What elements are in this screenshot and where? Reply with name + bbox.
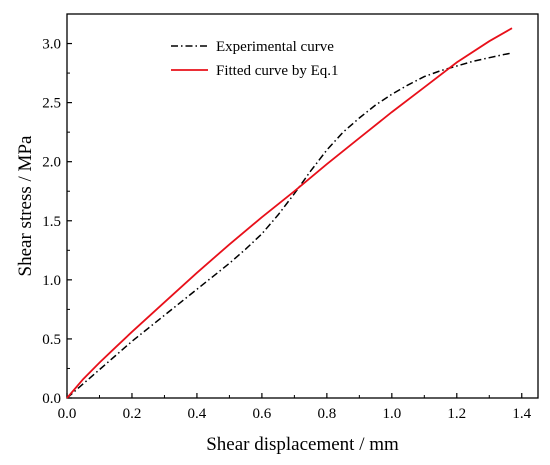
series-line-experimental (66, 52, 513, 399)
axis-ticks: 0.0 0.2 0.4 0.6 0.8 1.0 1.2 1.4 0.0 0.5 1.0 1.5 2.0 2… (42, 37, 531, 422)
series-line-fitted (66, 27, 513, 399)
x-tick-label: 0.8 (317, 406, 336, 422)
y-tick-label: 0.0 (42, 391, 61, 407)
x-tick-label: 0.4 (188, 406, 207, 422)
y-tick-label: 3.0 (42, 37, 61, 53)
legend-label-experimental: Experimental curve (216, 39, 334, 55)
legend: Experimental curve Fitted curve by Eq.1 (171, 39, 338, 79)
x-tick-label: 0.0 (58, 406, 77, 422)
y-tick-label: 0.5 (42, 332, 61, 348)
series-lines (66, 27, 513, 399)
y-tick-label: 2.5 (42, 96, 61, 112)
x-axis-title: Shear displacement / mm (206, 434, 399, 455)
y-tick-label: 2.0 (42, 155, 61, 171)
x-tick-label: 1.0 (382, 406, 401, 422)
x-tick-label: 0.6 (253, 406, 272, 422)
plot-frame-group (66, 13, 539, 399)
y-tick-label: 1.0 (42, 273, 61, 289)
x-tick-label: 1.2 (447, 406, 466, 422)
plot-frame (66, 13, 539, 399)
legend-label-fitted: Fitted curve by Eq.1 (216, 63, 338, 79)
x-tick-label: 0.2 (123, 406, 142, 422)
y-axis-title: Shear stress / MPa (15, 135, 36, 276)
x-tick-label: 1.4 (512, 406, 531, 422)
y-tick-label: 1.5 (42, 214, 61, 230)
